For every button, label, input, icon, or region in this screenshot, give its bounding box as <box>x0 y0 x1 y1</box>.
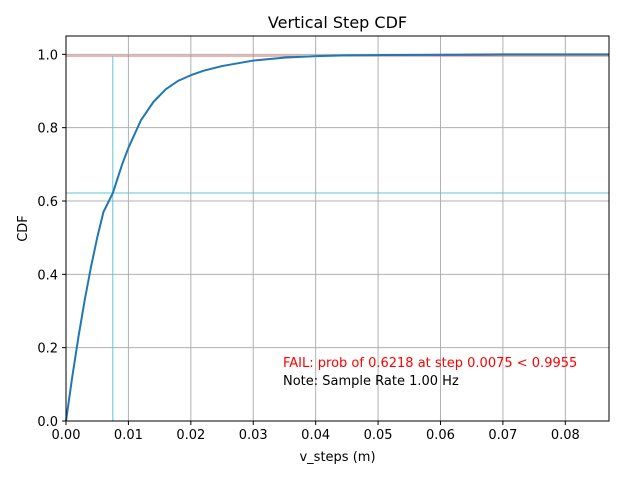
y-tick-label: 0.2 <box>37 342 58 357</box>
x-tick-label: 0.04 <box>301 428 330 443</box>
y-tick-label: 0.0 <box>37 415 58 430</box>
chart-title: Vertical Step CDF <box>268 13 407 32</box>
axis-ticks: 0.00 0.01 0.02 0.03 0.04 0.05 0.06 0.07 0.08 0.0 0… <box>37 48 579 443</box>
sample-rate-note: Note: Sample Rate 1.00 Hz <box>283 374 459 389</box>
x-tick-label: 0.05 <box>364 428 393 443</box>
x-tick-label: 0.06 <box>426 428 455 443</box>
x-tick-label: 0.03 <box>239 428 268 443</box>
y-tick-label: 0.8 <box>37 122 58 137</box>
x-axis-title: v_steps (m) <box>299 450 375 465</box>
x-tick-label: 0.02 <box>176 428 205 443</box>
cdf-series-line <box>65 53 609 422</box>
y-axis-title: CDF <box>16 215 31 242</box>
y-tick-label: 0.6 <box>37 195 58 210</box>
x-tick-label: 0.01 <box>114 428 143 443</box>
y-tick-label: 0.4 <box>37 268 58 283</box>
y-tick-label: 1.0 <box>37 48 58 63</box>
x-tick-label: 0.08 <box>551 428 580 443</box>
x-tick-label: 0.00 <box>52 428 81 443</box>
fail-annotation: FAIL: prob of 0.6218 at step 0.0075 < 0.… <box>283 356 577 371</box>
x-tick-label: 0.07 <box>488 428 517 443</box>
plot-frame <box>65 35 610 422</box>
series-layer <box>65 53 609 422</box>
